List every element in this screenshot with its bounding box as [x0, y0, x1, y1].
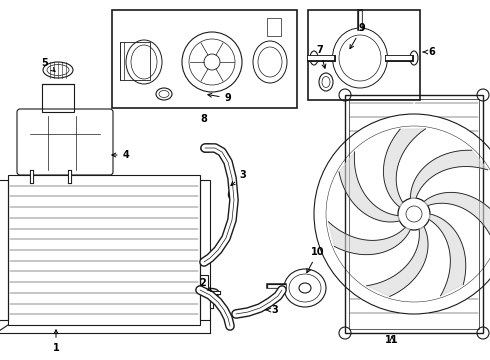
Bar — [120, 42, 150, 80]
Bar — [42, 84, 74, 112]
Text: 5: 5 — [42, 58, 55, 72]
Bar — [200, 275, 208, 293]
Bar — [267, 18, 281, 36]
Polygon shape — [411, 150, 488, 198]
Bar — [8, 175, 200, 325]
Text: 1: 1 — [52, 330, 59, 353]
Text: 7: 7 — [317, 45, 326, 68]
Polygon shape — [367, 226, 428, 297]
Bar — [112, 10, 297, 108]
Polygon shape — [328, 222, 411, 255]
Polygon shape — [384, 129, 425, 207]
Bar — [200, 180, 210, 320]
Text: 3: 3 — [266, 305, 278, 315]
Text: 4: 4 — [112, 150, 129, 160]
Text: 9: 9 — [350, 23, 366, 49]
Text: 10: 10 — [307, 247, 325, 273]
Polygon shape — [429, 214, 466, 296]
Polygon shape — [339, 152, 399, 222]
Bar — [308, 10, 420, 100]
Text: 6: 6 — [423, 47, 436, 57]
Text: 2: 2 — [199, 278, 211, 291]
Text: 3: 3 — [231, 170, 246, 185]
Text: 11: 11 — [385, 335, 399, 345]
Text: 9: 9 — [208, 93, 231, 103]
Bar — [0, 180, 8, 320]
Polygon shape — [424, 192, 490, 244]
Bar — [349, 99, 479, 329]
Bar — [345, 95, 483, 333]
Text: 8: 8 — [200, 114, 207, 124]
